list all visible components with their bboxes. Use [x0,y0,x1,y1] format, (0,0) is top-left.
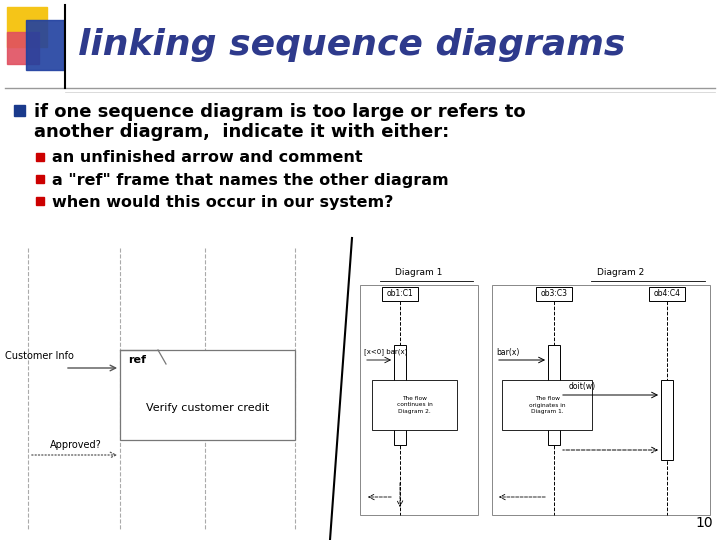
Text: The flow
continues in
Diagram 2.: The flow continues in Diagram 2. [397,396,433,414]
Bar [661,380,673,460]
Bar [360,285,478,515]
Text: 10: 10 [696,516,713,530]
Bar [649,287,685,301]
Bar [372,380,457,430]
Bar [394,345,406,445]
Bar [26,20,64,70]
Bar [36,153,44,161]
Text: an unfinished arrow and comment: an unfinished arrow and comment [52,151,363,165]
Bar [120,350,295,440]
Text: Diagram 1: Diagram 1 [395,268,443,277]
Text: doit(w): doit(w) [569,382,596,392]
Bar [36,175,44,183]
Text: bar(x): bar(x) [496,348,519,356]
Bar [536,287,572,301]
Text: linking sequence diagrams: linking sequence diagrams [78,28,626,62]
Text: ob1:C1: ob1:C1 [387,289,413,299]
Text: if one sequence diagram is too large or refers to: if one sequence diagram is too large or … [34,103,526,121]
Bar [14,105,25,116]
Bar [548,345,560,445]
Bar [7,32,39,64]
Text: [x<0] bar(x): [x<0] bar(x) [364,349,408,355]
Text: ob4:C4: ob4:C4 [654,289,680,299]
Text: ref: ref [128,355,146,365]
Text: another diagram,  indicate it with either:: another diagram, indicate it with either… [34,123,449,141]
Text: when would this occur in our system?: when would this occur in our system? [52,194,393,210]
Bar [502,380,592,430]
Bar [7,7,47,47]
Bar [382,287,418,301]
Text: a "ref" frame that names the other diagram: a "ref" frame that names the other diagr… [52,172,449,187]
Text: ob3:C3: ob3:C3 [541,289,567,299]
Text: Approved?: Approved? [50,440,102,450]
Text: Customer Info: Customer Info [5,351,74,361]
Text: The flow
originates in
Diagram 1.: The flow originates in Diagram 1. [528,396,565,414]
Bar [492,285,710,515]
Text: Verify customer credit: Verify customer credit [146,403,269,413]
Text: Diagram 2: Diagram 2 [598,268,644,277]
Bar [36,197,44,205]
